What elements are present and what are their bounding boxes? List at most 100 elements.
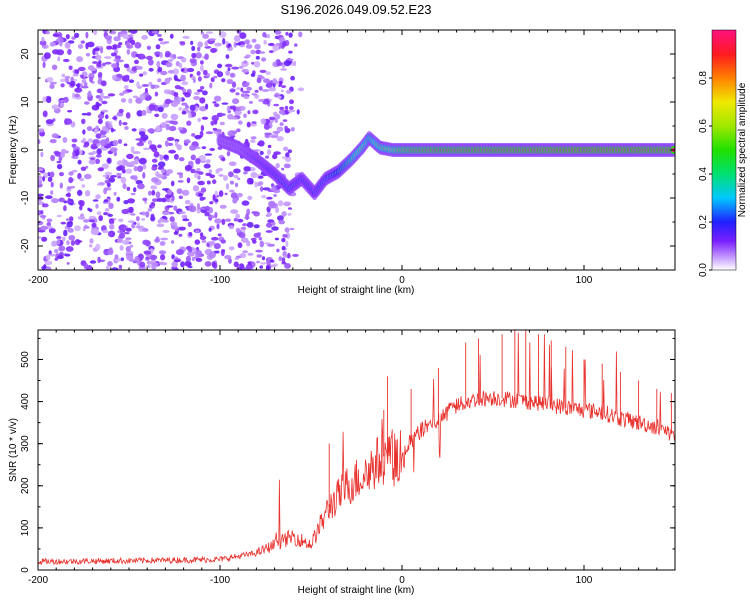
noise-blob	[119, 33, 124, 38]
noise-blob	[211, 236, 219, 241]
noise-blob	[160, 122, 167, 128]
noise-blob	[131, 223, 136, 229]
noise-blob	[102, 62, 106, 67]
noise-blob	[217, 63, 223, 69]
noise-blob	[76, 56, 84, 63]
noise-blob	[288, 32, 293, 38]
noise-blob	[113, 191, 117, 196]
noise-blob	[77, 159, 82, 165]
noise-blob	[64, 42, 71, 49]
noise-blob	[215, 250, 220, 254]
noise-blob	[188, 112, 192, 119]
noise-blob	[197, 192, 204, 197]
noise-blob	[129, 30, 138, 34]
noise-blob	[108, 177, 116, 183]
noise-blob	[165, 123, 170, 131]
noise-blob	[208, 227, 212, 232]
noise-blob	[181, 102, 188, 106]
snr-marks	[38, 330, 675, 566]
noise-blob	[77, 44, 84, 49]
noise-blob	[102, 174, 109, 178]
noise-blob	[206, 73, 211, 78]
noise-blob	[164, 173, 170, 176]
noise-blob	[220, 249, 225, 257]
noise-blob	[225, 218, 231, 222]
snr-y-axis-label: SNR (10 * v/v)	[8, 418, 19, 482]
noise-blob	[147, 59, 154, 66]
noise-blob	[258, 181, 264, 186]
noise-blob	[66, 262, 70, 265]
noise-blob	[130, 213, 136, 216]
noise-blob	[45, 266, 52, 270]
noise-blob	[193, 96, 201, 100]
noise-blob	[77, 172, 82, 180]
noise-blob	[57, 56, 61, 62]
noise-blob	[67, 48, 72, 56]
noise-blob	[135, 216, 140, 222]
noise-blob	[68, 171, 74, 176]
noise-blob	[86, 112, 92, 116]
noise-blob	[166, 197, 171, 203]
noise-blob	[121, 208, 129, 215]
noise-blob	[124, 74, 130, 79]
noise-blob	[196, 203, 201, 210]
noise-blob	[42, 110, 48, 118]
snr-frame	[37, 329, 676, 571]
noise-blob	[179, 41, 186, 44]
noise-blob	[250, 167, 256, 172]
noise-blob	[96, 148, 102, 155]
noise-blob	[66, 189, 72, 192]
noise-blob	[273, 103, 280, 107]
noise-blob	[154, 91, 159, 97]
noise-blob	[241, 200, 250, 206]
noise-blob	[64, 75, 71, 79]
noise-blob	[147, 128, 155, 133]
noise-blob	[280, 89, 284, 93]
noise-blob	[75, 149, 80, 157]
noise-blob	[208, 38, 216, 41]
noise-blob	[283, 201, 291, 207]
noise-blob	[118, 42, 123, 46]
noise-blob	[139, 261, 146, 268]
noise-blob	[141, 218, 146, 221]
noise-blob	[175, 61, 180, 67]
noise-blob	[62, 236, 66, 242]
noise-blob	[96, 88, 103, 94]
noise-blob	[122, 90, 128, 94]
noise-blob	[51, 104, 59, 110]
noise-blob	[57, 99, 66, 103]
noise-blob	[50, 190, 54, 195]
noise-blob	[92, 61, 99, 64]
noise-blob	[212, 101, 217, 104]
noise-blob	[194, 172, 199, 179]
noise-blob	[256, 260, 260, 264]
noise-blob	[48, 250, 52, 255]
noise-blob	[243, 60, 248, 64]
noise-blob	[63, 229, 68, 237]
noise-blob	[285, 152, 290, 158]
noise-blob	[182, 92, 188, 95]
noise-blob	[72, 73, 79, 77]
x-tick-label: 100	[576, 275, 593, 286]
noise-blob	[274, 30, 282, 35]
noise-blob	[142, 164, 147, 170]
noise-blob	[50, 181, 54, 188]
noise-blob	[151, 198, 159, 203]
noise-blob	[256, 254, 263, 258]
noise-blob	[125, 237, 132, 241]
noise-blob	[277, 200, 284, 207]
noise-blob	[199, 232, 204, 238]
noise-blob	[104, 35, 113, 40]
noise-blob	[38, 200, 43, 205]
noise-blob	[122, 122, 128, 126]
noise-blob	[133, 187, 137, 193]
noise-blob	[223, 175, 228, 181]
noise-blob	[105, 114, 109, 119]
noise-blob	[263, 78, 270, 83]
y-tick-label: 0	[20, 147, 31, 153]
noise-blob	[222, 38, 226, 45]
spectrogram-marks	[38, 30, 675, 270]
noise-blob	[83, 262, 89, 269]
noise-blob	[104, 171, 113, 176]
noise-blob	[234, 110, 242, 116]
